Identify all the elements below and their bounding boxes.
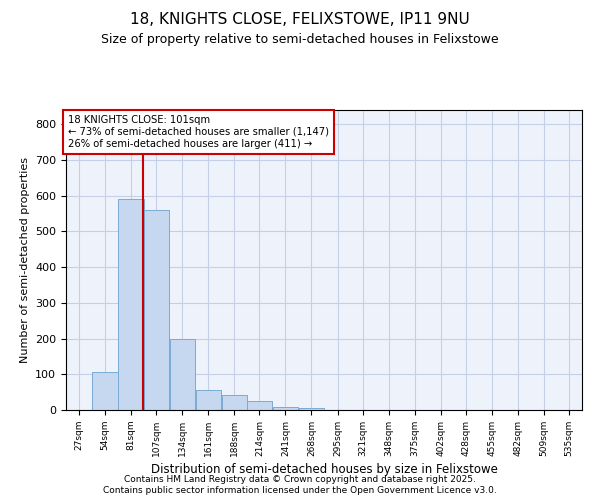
Bar: [196, 390, 221, 410]
Bar: [273, 407, 298, 410]
Bar: [221, 395, 247, 410]
Bar: [299, 408, 324, 410]
Bar: [118, 200, 144, 410]
Text: Contains public sector information licensed under the Open Government Licence v3: Contains public sector information licen…: [103, 486, 497, 495]
Bar: [247, 401, 272, 410]
Text: 18, KNIGHTS CLOSE, FELIXSTOWE, IP11 9NU: 18, KNIGHTS CLOSE, FELIXSTOWE, IP11 9NU: [130, 12, 470, 28]
Text: 18 KNIGHTS CLOSE: 101sqm
← 73% of semi-detached houses are smaller (1,147)
26% o: 18 KNIGHTS CLOSE: 101sqm ← 73% of semi-d…: [68, 116, 329, 148]
X-axis label: Distribution of semi-detached houses by size in Felixstowe: Distribution of semi-detached houses by …: [151, 463, 497, 476]
Text: Contains HM Land Registry data © Crown copyright and database right 2025.: Contains HM Land Registry data © Crown c…: [124, 475, 476, 484]
Bar: [143, 210, 169, 410]
Y-axis label: Number of semi-detached properties: Number of semi-detached properties: [20, 157, 29, 363]
Bar: [92, 372, 118, 410]
Text: Size of property relative to semi-detached houses in Felixstowe: Size of property relative to semi-detach…: [101, 32, 499, 46]
Bar: [170, 338, 195, 410]
